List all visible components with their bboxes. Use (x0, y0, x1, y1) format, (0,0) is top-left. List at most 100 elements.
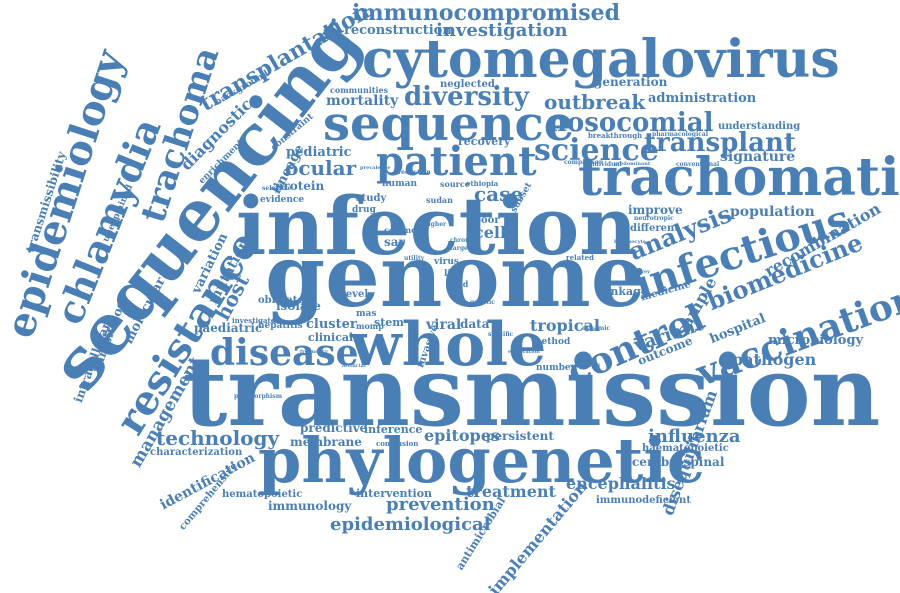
word-momp: momp (356, 321, 384, 331)
word-neurotropic: neurotropic (634, 215, 674, 222)
word-encephalitis: encephalitis (566, 474, 676, 493)
word-transmission: transmission (183, 335, 881, 448)
word-stem: stem (374, 316, 404, 329)
word-ocular: ocular (285, 156, 357, 180)
word-genome: genome (265, 226, 646, 327)
word-administration: administration (648, 91, 757, 106)
word-paediatric: paediatric (194, 321, 263, 335)
word-diversity: diversity (404, 82, 530, 112)
word-cluster: cluster (306, 317, 357, 332)
word-obligate: obligate (258, 295, 304, 306)
word-persistent: persistent (486, 429, 554, 443)
word-improve: improve (628, 203, 683, 217)
word-reconstruction: reconstruction (344, 23, 452, 38)
word-poor: poor (474, 215, 500, 226)
word-intervention: intervention (356, 487, 433, 500)
word-nosocomial: nosocomial (548, 108, 714, 138)
word-cerebrospinal: cerebrospinal (632, 455, 725, 469)
word-method: method (532, 337, 571, 347)
word-study: study (356, 193, 387, 204)
word-outbreak: outbreak (544, 90, 646, 114)
word-related: related (566, 253, 594, 262)
word-frequency: frequency (300, 349, 328, 355)
word-conventional: conventional (676, 161, 720, 168)
word-trachomatis: trachomatis (578, 147, 900, 208)
word-clinical: clinical (308, 331, 354, 344)
word-recovery: recovery (458, 135, 511, 148)
word-viral: viral (426, 317, 462, 333)
word-case: case (474, 182, 524, 206)
word-evidence: evidence (260, 195, 305, 205)
word-predictive: predictive (300, 421, 368, 435)
word-lymphocyte: lymphocyte (614, 239, 647, 245)
word-membrane: membrane (290, 435, 362, 449)
word-haematopoietic: haematopoietic (642, 443, 729, 454)
word-dynamic: dynamic (582, 325, 611, 332)
word-disease: disease (210, 332, 359, 374)
word-level: level (342, 289, 369, 300)
word-understanding: understanding (718, 121, 801, 132)
word-life: life (444, 269, 461, 279)
word-polymorphism: polymorphism (234, 393, 283, 400)
word-predominant: predominant (614, 161, 651, 167)
word-treatment: treatment (466, 482, 556, 501)
word-mortality: mortality (326, 93, 399, 109)
word-hepatitis: hepatitis (258, 321, 303, 331)
word-cytomegalovirus: cytomegalovirus (362, 29, 840, 90)
word-protein: protein (275, 179, 325, 193)
word-sequence: sequence (323, 96, 575, 152)
word-number: number (536, 363, 576, 373)
word-artificial: artificial (342, 363, 366, 369)
word-human: human (382, 179, 417, 189)
word-transplant: transplant (644, 128, 796, 158)
word-pathogen: pathogen (732, 350, 817, 369)
word-advantage: advantage (420, 393, 449, 399)
word-comparison: comparison (564, 159, 604, 166)
word-reduction: reduction (398, 169, 431, 176)
word-population: population (730, 204, 815, 220)
word-virus: virus (434, 257, 460, 267)
word-phylogenetic: phylogenetic (258, 424, 705, 497)
word-mas: mas (356, 309, 377, 319)
word-epidemiological: epidemiological (330, 514, 491, 535)
word-cell: cell (474, 223, 507, 242)
word-different: different (630, 223, 679, 234)
word-neglected: neglected (440, 79, 495, 90)
word-immunocompromised: immunocompromised (352, 0, 620, 26)
word-breakthrough: breakthrough (588, 131, 643, 140)
word-selective: selective (262, 185, 292, 192)
word-hematopoietic: hematopoietic (222, 489, 303, 500)
word-chronic: chronic (450, 237, 476, 244)
word-ethiopia: ethiopia (466, 179, 499, 188)
word-tropical: tropical (530, 316, 600, 335)
word-communities: communities (330, 85, 389, 95)
word-individual: individual (588, 161, 622, 168)
word-immunology: immunology (268, 499, 352, 513)
word-influenza: influenza (648, 426, 741, 447)
word-inference: inference (364, 423, 423, 436)
word-higher: higher (424, 221, 447, 228)
word-patient: patient (376, 138, 537, 185)
word-infection: infection (236, 179, 638, 273)
word-genetic: genetic (470, 299, 495, 306)
word-target: target (450, 245, 471, 252)
word-pediatric: pediatric (286, 145, 352, 160)
word-vaccinated: vaccinated (570, 363, 600, 369)
word-microbiology: microbiology (768, 333, 864, 348)
word-immunodeficient: immunodeficient (596, 495, 691, 506)
word-specific: specific (488, 331, 514, 338)
word-epitopes: epitopes (424, 426, 500, 445)
word-source: source (440, 179, 470, 189)
word-survey: survey (632, 269, 651, 275)
word-characterization: characterization (150, 447, 243, 458)
word-science: science (534, 133, 659, 168)
word-conclusion: conclusion (376, 439, 419, 448)
word-drug: drug (352, 205, 376, 215)
word-signature: signature (720, 149, 796, 165)
word-prevalence: prevalence (360, 165, 391, 171)
word-investigation: investigation (436, 20, 568, 41)
word-data: data (460, 317, 490, 331)
word-exploration: exploration (508, 349, 540, 355)
word-whole: whole (350, 310, 547, 380)
